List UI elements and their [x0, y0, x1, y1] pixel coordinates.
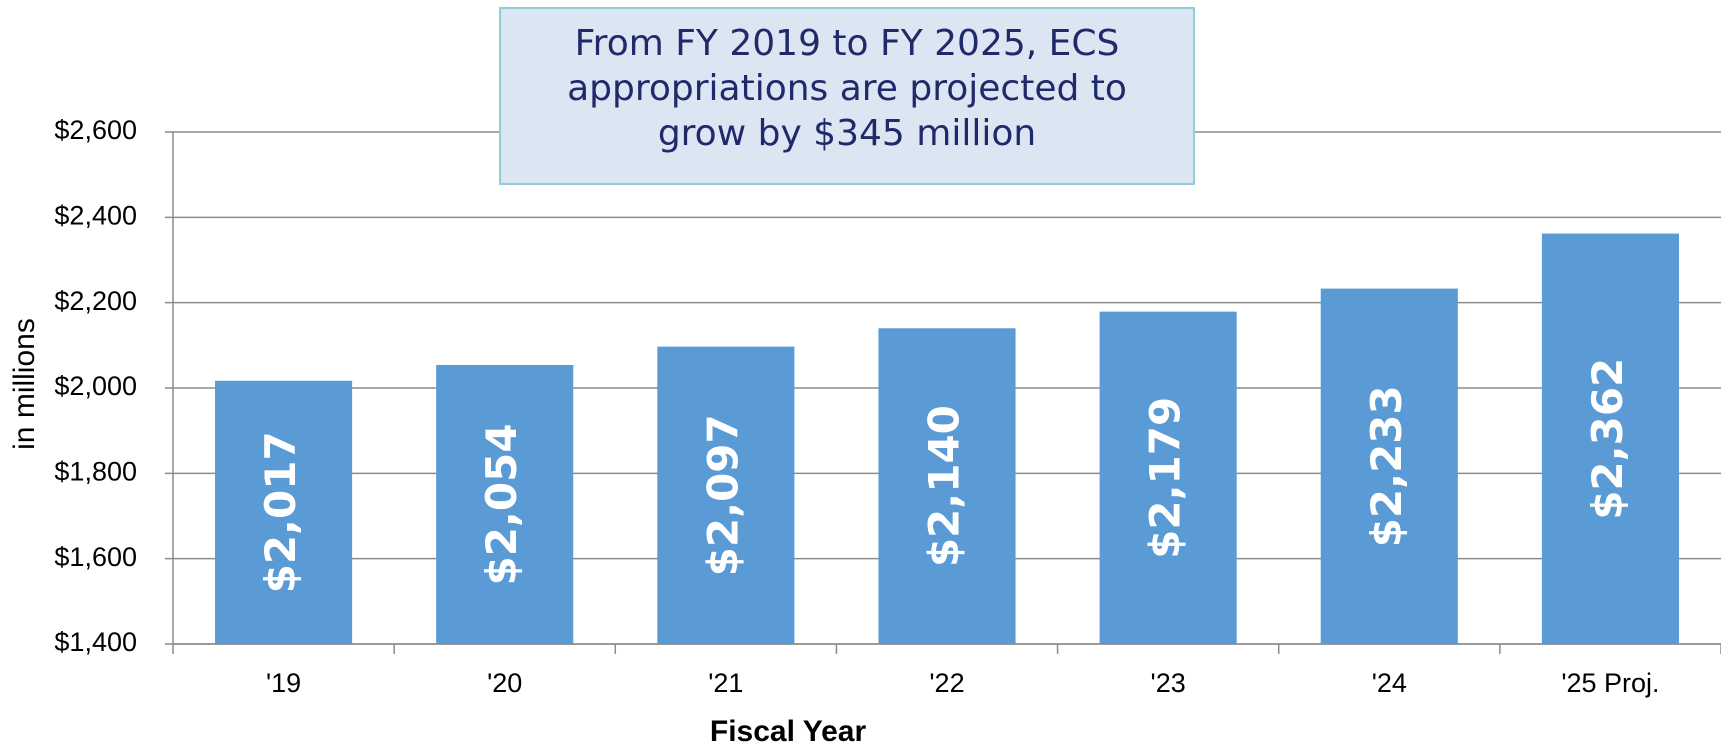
value-label: $2,140 — [920, 405, 969, 567]
value-label: $2,233 — [1362, 385, 1411, 547]
x-tick-label: '20 — [487, 668, 522, 698]
y-tick-label: $2,400 — [54, 200, 137, 230]
annotation-box: From FY 2019 to FY 2025, ECS appropriati… — [499, 7, 1195, 185]
x-tick-label: '24 — [1372, 668, 1407, 698]
bar — [1541, 233, 1679, 644]
bar — [1099, 311, 1237, 644]
x-tick-label: '23 — [1151, 668, 1186, 698]
y-tick-label: $1,400 — [54, 627, 137, 657]
bar — [1320, 288, 1458, 644]
x-axis-title: Fiscal Year — [710, 715, 867, 748]
y-tick-label: $1,800 — [54, 456, 137, 486]
y-tick-label: $1,600 — [54, 542, 137, 572]
x-tick-label: '21 — [708, 668, 743, 698]
x-tick-label: '22 — [929, 668, 964, 698]
value-label: $2,097 — [698, 414, 747, 576]
x-tick-label: '19 — [266, 668, 301, 698]
y-axis-title: in millions — [8, 318, 41, 450]
y-tick-label: $2,000 — [54, 371, 137, 401]
x-tick-label: '25 Proj. — [1561, 668, 1659, 698]
bar — [436, 364, 574, 644]
y-tick-label: $2,600 — [54, 115, 137, 145]
y-tick-label: $2,200 — [54, 286, 137, 316]
bar — [878, 328, 1016, 644]
value-label: $2,179 — [1141, 397, 1190, 559]
bar — [657, 346, 795, 644]
value-label: $2,054 — [477, 423, 526, 585]
value-label: $2,362 — [1583, 358, 1632, 520]
value-label: $2,017 — [256, 431, 305, 593]
bar — [215, 380, 353, 644]
